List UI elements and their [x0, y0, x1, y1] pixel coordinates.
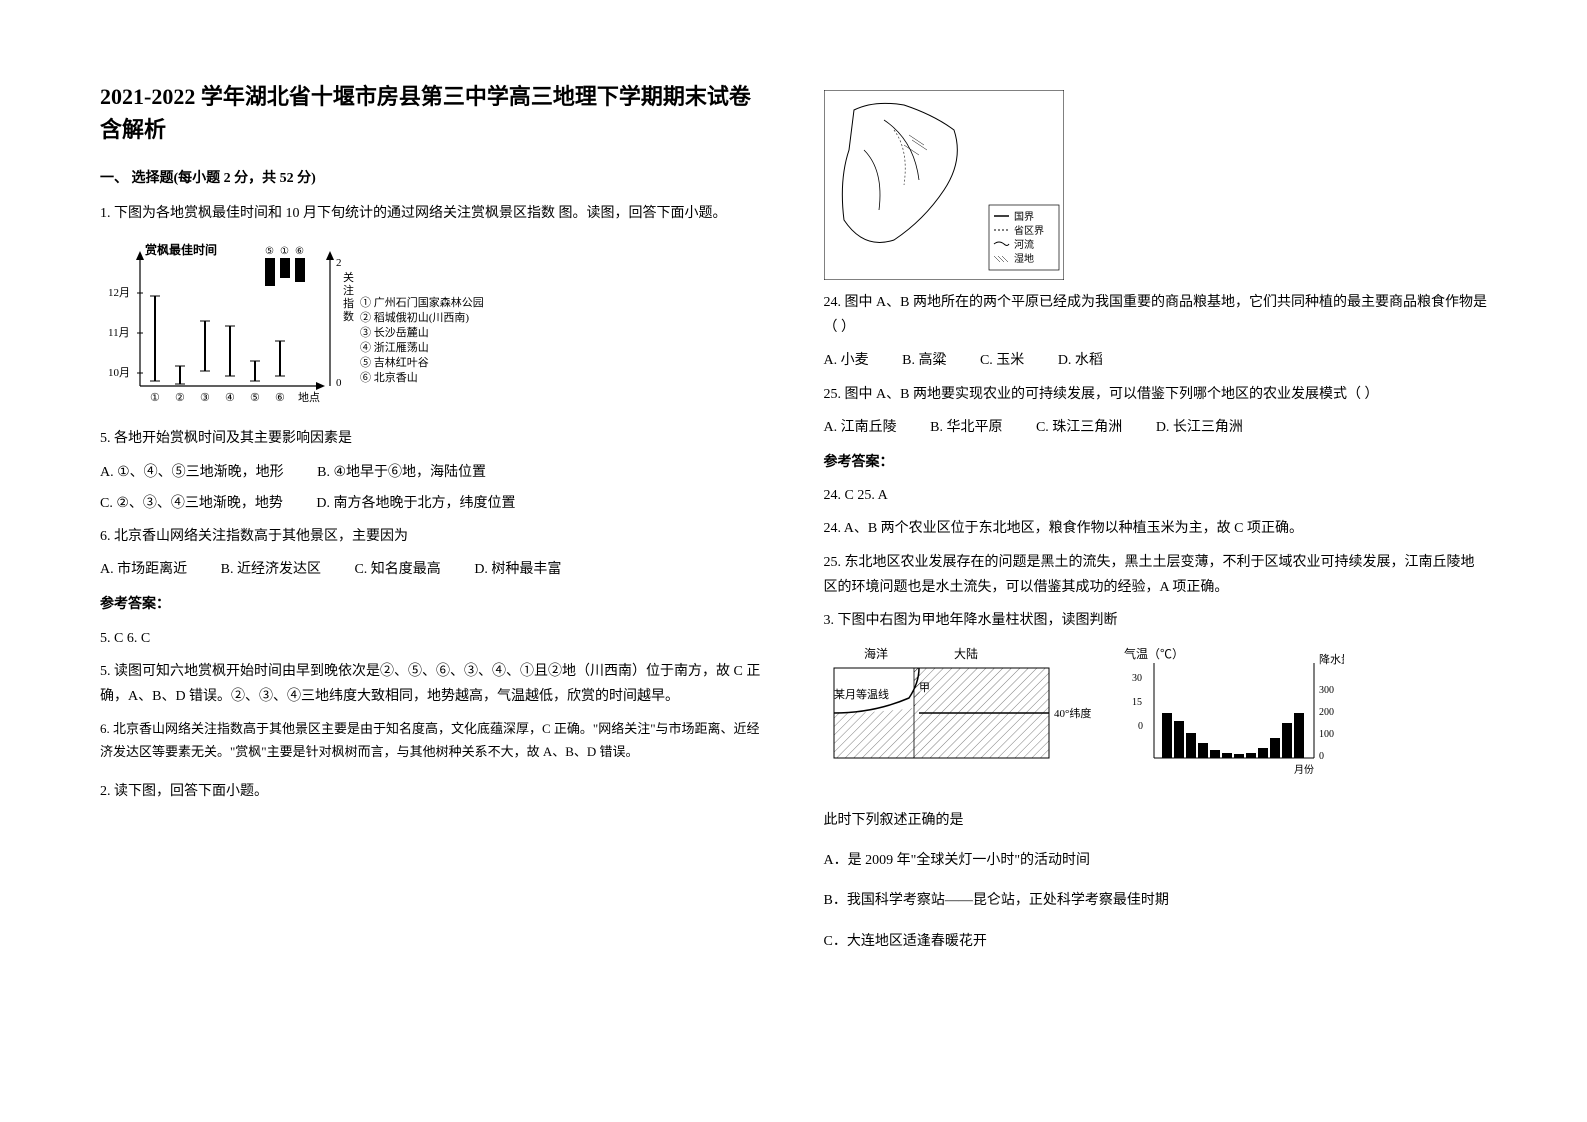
section-1-header: 一、 选择题(每小题 2 分，共 52 分) — [100, 166, 764, 191]
q3-intro: 3. 下图中右图为甲地年降水量柱状图，读图判断 — [824, 608, 1488, 633]
svg-text:0: 0 — [1319, 751, 1324, 762]
svg-text:海洋: 海洋 — [864, 646, 888, 661]
svg-text:①: ① — [280, 246, 289, 257]
q24-c: C. 玉米 — [980, 348, 1024, 373]
svg-text:② 稻城俄初山(川西南): ② 稻城俄初山(川西南) — [360, 310, 469, 324]
q6-b: B. 近经济发达区 — [221, 557, 321, 582]
svg-text:300: 300 — [1319, 685, 1334, 696]
q25-c: C. 珠江三角洲 — [1036, 415, 1122, 440]
svg-text:数: 数 — [343, 310, 354, 323]
q6-c: C. 知名度最高 — [354, 557, 440, 582]
svg-text:⑤ 吉林红叶谷: ⑤ 吉林红叶谷 — [360, 355, 429, 369]
expl-24: 24. A、B 两个农业区位于东北地区，粮食作物以种植玉米为主，故 C 项正确。 — [824, 516, 1488, 541]
svg-text:月份: 月份 — [1294, 764, 1314, 776]
svg-text:河流: 河流 — [1014, 238, 1034, 251]
y-tick-10: 10月 — [108, 367, 130, 379]
q2-intro: 2. 读下图，回答下面小题。 — [100, 779, 764, 804]
page-title: 2021-2022 学年湖北省十堰市房县第三中学高三地理下学期期末试卷含解析 — [100, 80, 764, 146]
right-top: 2 — [336, 257, 342, 269]
svg-text:⑤: ⑤ — [265, 246, 274, 257]
q3-a: A．是 2009 年"全球关灯一小时"的活动时间 — [824, 848, 1488, 873]
svg-text:④: ④ — [225, 392, 235, 404]
svg-text:地点: 地点 — [298, 391, 320, 404]
y-label: 赏枫最佳时间 — [145, 242, 217, 257]
q25-a: A. 江南丘陵 — [824, 415, 897, 440]
svg-text:某月等温线: 某月等温线 — [834, 687, 889, 701]
chart1-figure: 2 0 关 注 指 数 赏枫最佳时间 12月 11月 10月 ⑤ ① ⑥ — [100, 236, 764, 416]
svg-text:15: 15 — [1132, 697, 1142, 708]
ans-56: 5. C 6. C — [100, 626, 764, 651]
q5-a: A. ①、④、⑤三地渐晚，地形 — [100, 460, 284, 485]
svg-text:0: 0 — [1138, 721, 1143, 732]
q5-stem: 5. 各地开始赏枫时间及其主要影响因素是 — [100, 426, 764, 451]
right-column: 国界 省区界 河流 湿地 24. 图中 A、B 两地所在的两个平原已经成为我国重… — [824, 80, 1488, 1082]
expl-25: 25. 东北地区农业发展存在的问题是黑土的流失，黑土土层变薄，不利于区域农业可持… — [824, 550, 1488, 600]
svg-text:①: ① — [150, 392, 160, 404]
answer-label-2: 参考答案： — [824, 450, 1488, 475]
chart3-figure: 海洋 大陆 某月等温线 甲 40°纬度 气温（℃） 30 — [824, 643, 1488, 793]
q5-c: C. ②、③、④三地渐晚，地势 — [100, 491, 283, 516]
expl-6: 6. 北京香山网络关注指数高于其他景区主要是由于知名度高，文化底蕴深厚，C 正确… — [100, 717, 764, 764]
right-bot: 0 — [336, 377, 342, 389]
svg-text:⑤: ⑤ — [250, 392, 260, 404]
q3-stem: 此时下列叙述正确的是 — [824, 808, 1488, 833]
ans-2425: 24. C 25. A — [824, 483, 1488, 508]
q5-b: B. ④地早于⑥地，海陆位置 — [317, 460, 486, 485]
q3-c: C．大连地区适逢春暖花开 — [824, 929, 1488, 954]
q25-stem: 25. 图中 A、B 两地要实现农业的可持续发展，可以借鉴下列哪个地区的农业发展… — [824, 382, 1488, 407]
svg-text:湿地: 湿地 — [1014, 252, 1034, 265]
svg-text:④ 浙江雁荡山: ④ 浙江雁荡山 — [360, 341, 429, 354]
svg-text:① 广州石门国家森林公园: ① 广州石门国家森林公园 — [360, 295, 484, 309]
svg-text:③ 长沙岳麓山: ③ 长沙岳麓山 — [360, 326, 429, 339]
svg-text:大陆: 大陆 — [954, 646, 978, 661]
svg-text:100: 100 — [1319, 729, 1334, 740]
q3-b: B．我国科学考察站——昆仑站，正处科学考察最佳时期 — [824, 888, 1488, 913]
q6-a: A. 市场距离近 — [100, 557, 187, 582]
q1-intro: 1. 下图为各地赏枫最佳时间和 10 月下旬统计的通过网络关注赏枫景区指数 图。… — [100, 201, 764, 226]
svg-text:指: 指 — [343, 296, 354, 310]
svg-text:⑥ 北京香山: ⑥ 北京香山 — [360, 370, 418, 384]
q24-b: B. 高粱 — [902, 348, 946, 373]
q5-d: D. 南方各地晚于北方，纬度位置 — [316, 491, 515, 516]
q24-options: A. 小麦 B. 高粱 C. 玉米 D. 水稻 — [824, 348, 1488, 373]
left-column: 2021-2022 学年湖北省十堰市房县第三中学高三地理下学期期末试卷含解析 一… — [100, 80, 764, 1082]
svg-text:降水量: 降水量 — [1319, 652, 1344, 666]
q25-options: A. 江南丘陵 B. 华北平原 C. 珠江三角洲 D. 长江三角洲 — [824, 415, 1488, 440]
svg-text:②: ② — [175, 392, 185, 404]
svg-text:省区界: 省区界 — [1014, 224, 1044, 237]
svg-text:⑥: ⑥ — [295, 246, 304, 257]
q24-a: A. 小麦 — [824, 348, 869, 373]
q25-d: D. 长江三角洲 — [1156, 415, 1243, 440]
q25-b: B. 华北平原 — [930, 415, 1002, 440]
y-tick-12: 12月 — [108, 287, 130, 299]
q6-stem: 6. 北京香山网络关注指数高于其他景区，主要因为 — [100, 524, 764, 549]
svg-text:30: 30 — [1132, 673, 1142, 684]
svg-text:⑥: ⑥ — [275, 392, 285, 404]
q24-d: D. 水稻 — [1058, 348, 1103, 373]
map-figure: 国界 省区界 河流 湿地 — [824, 90, 1488, 280]
svg-text:200: 200 — [1319, 707, 1334, 718]
svg-text:气温（℃）: 气温（℃） — [1124, 646, 1184, 661]
answer-label-1: 参考答案： — [100, 592, 764, 617]
expl-5: 5. 读图可知六地赏枫开始时间由早到晚依次是②、⑤、⑥、③、④、①且②地（川西南… — [100, 659, 764, 709]
svg-text:40°纬度: 40°纬度 — [1054, 706, 1091, 720]
svg-text:国界: 国界 — [1014, 211, 1034, 223]
y-tick-11: 11月 — [108, 327, 130, 339]
q24-stem: 24. 图中 A、B 两地所在的两个平原已经成为我国重要的商品粮基地，它们共同种… — [824, 290, 1488, 340]
q6-d: D. 树种最丰富 — [474, 557, 561, 582]
q5-options: A. ①、④、⑤三地渐晚，地形 B. ④地早于⑥地，海陆位置 — [100, 460, 764, 485]
svg-text:③: ③ — [200, 392, 210, 404]
right-lab1: 关 — [343, 270, 354, 284]
q6-options: A. 市场距离近 B. 近经济发达区 C. 知名度最高 D. 树种最丰富 — [100, 557, 764, 582]
svg-text:甲: 甲 — [919, 682, 930, 694]
svg-text:注: 注 — [343, 283, 354, 297]
